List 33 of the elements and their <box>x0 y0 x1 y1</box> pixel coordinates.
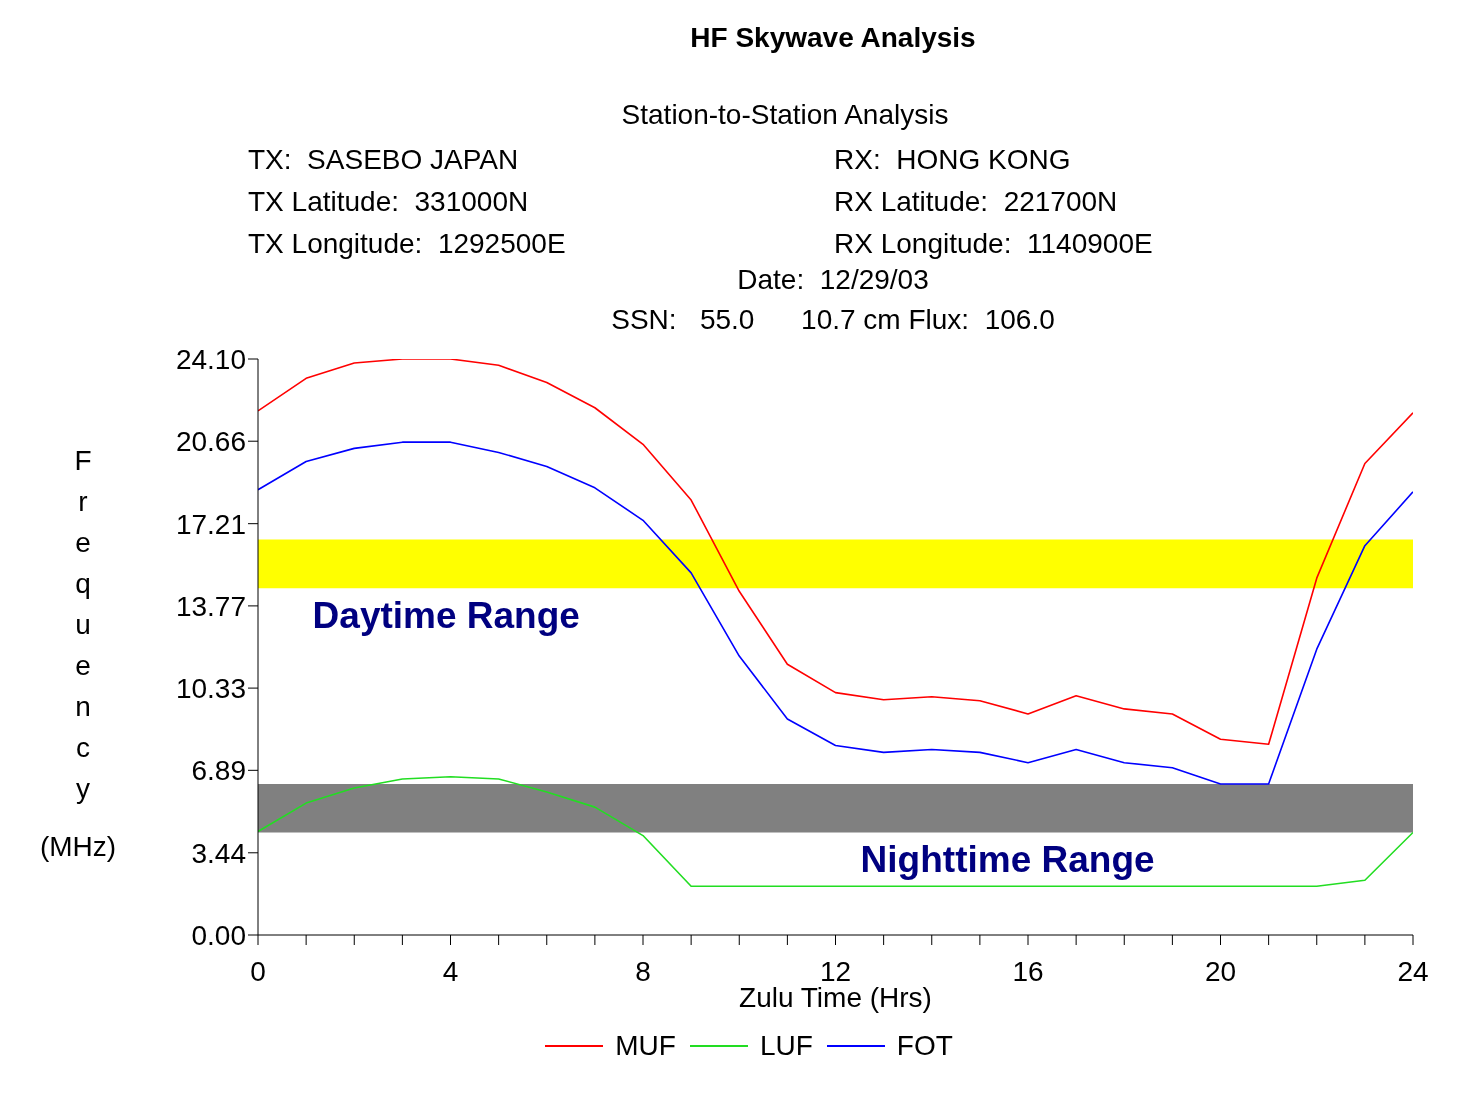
legend-label: MUF <box>615 1030 676 1062</box>
y-tick-label: 13.77 <box>175 590 246 622</box>
text: TX Longitude: 1292500E <box>248 228 566 260</box>
x-tick-label: 20 <box>1204 955 1237 987</box>
text: RX Longitude: 1140900E <box>834 228 1153 260</box>
y-tick-label: 10.33 <box>175 673 246 705</box>
y-tick-label: 17.21 <box>175 508 246 540</box>
text: TX Latitude: 331000N <box>248 186 529 218</box>
band-label: Nighttime Range <box>860 839 1155 881</box>
text: RX: HONG KONG <box>834 144 1071 176</box>
line-series <box>258 359 1413 746</box>
y-tick-label: 0.00 <box>191 919 246 951</box>
legend-label: FOT <box>896 1030 953 1062</box>
x-tick-label: 24 <box>1397 955 1429 987</box>
band-label: Daytime Range <box>312 595 580 637</box>
x-tick-label: 0 <box>250 955 266 987</box>
text: SSN: 55.0 10.7 cm Flux: 106.0 <box>610 304 1056 336</box>
line-series <box>258 441 1413 785</box>
y-tick-label: 20.66 <box>175 426 246 458</box>
text: TX: SASEBO JAPAN <box>248 144 519 176</box>
y-tick-label: 3.44 <box>191 837 246 869</box>
x-tick-label: 4 <box>442 955 459 987</box>
chart-title: HF Skywave Analysis <box>689 22 977 54</box>
legend-label: LUF <box>759 1030 813 1062</box>
text: RX Latitude: 221700N <box>834 186 1118 218</box>
y-tick-label: 6.89 <box>191 755 246 787</box>
text: Frequency (MHz) <box>39 445 117 862</box>
x-tick-label: 8 <box>635 955 651 987</box>
y-tick-label: 24.10 <box>175 343 246 375</box>
text: Date: 12/29/03 <box>736 264 930 296</box>
chart-subtitle: Station-to-Station Analysis <box>620 99 950 131</box>
line-series <box>258 775 1413 888</box>
x-tick-label: 16 <box>1012 955 1044 987</box>
